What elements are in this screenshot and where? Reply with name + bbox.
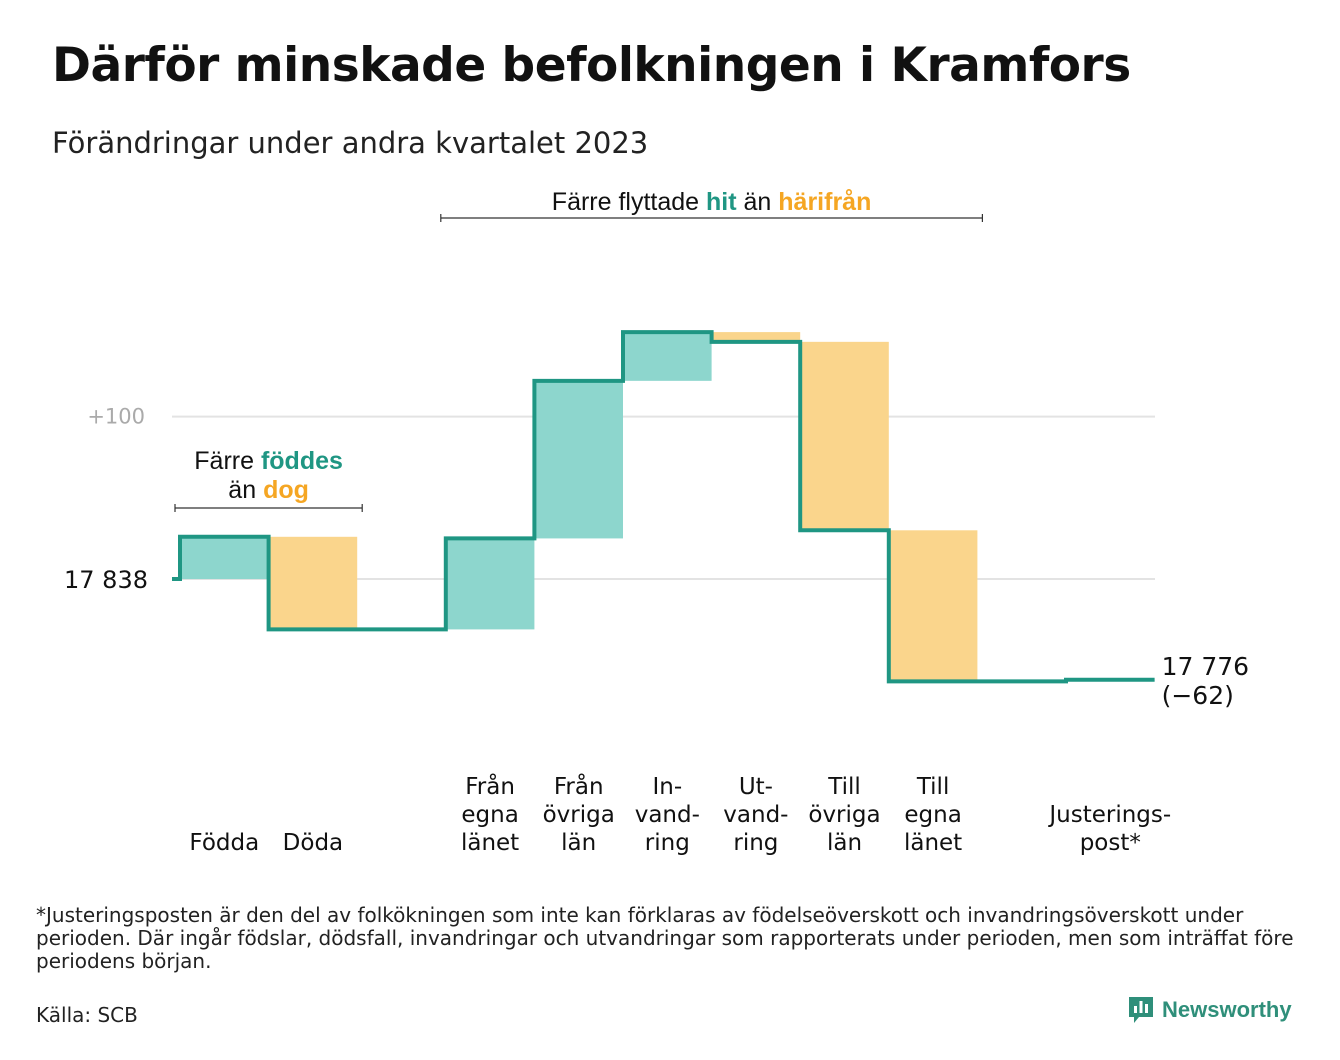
end-value-label: 17 776 [1162, 652, 1249, 681]
waterfall-bar [711, 332, 801, 342]
footnote: *Justeringsposten är den del av folkökni… [36, 903, 1294, 973]
annotation-text: Färre flyttade hit än härifrån [552, 188, 872, 216]
annotation-segment: föddes [261, 447, 343, 475]
ytick-label: +100 [87, 405, 145, 429]
category-label: post* [1080, 830, 1141, 856]
annotation-text: än dog [228, 476, 309, 504]
waterfall-bar [445, 538, 535, 630]
category-label: län [827, 830, 862, 856]
chart-title: Därför minskade befolkningen i Kramfors [52, 38, 1131, 93]
category-label: Från [465, 772, 515, 800]
category-label: övriga [543, 802, 615, 828]
category-label: egna [461, 802, 518, 828]
chart-subtitle: Förändringar under andra kvartalet 2023 [52, 126, 649, 160]
category-label: ring [733, 830, 778, 856]
annotation-segment: dog [263, 476, 309, 504]
waterfall-bar [888, 530, 978, 682]
category-label: Döda [283, 830, 343, 856]
category-label: Födda [189, 830, 259, 856]
category-label: Ut- [739, 774, 773, 800]
category-label: In- [652, 774, 682, 800]
running-total-line [172, 330, 1155, 684]
brand-logo[interactable]: Newsworthy [1128, 996, 1292, 1024]
brand-name: Newsworthy [1162, 997, 1292, 1022]
start-value-label: 17 838 [64, 566, 148, 594]
annotation-segment: Färre [194, 447, 261, 475]
waterfall-bar [268, 536, 358, 630]
waterfall-bar [800, 341, 889, 531]
annotation-segment: än [737, 188, 779, 216]
waterfall-bar [534, 380, 623, 539]
annotation-segment: Färre flyttade [552, 188, 706, 216]
category-label: vand- [635, 802, 700, 828]
waterfall-bar [623, 332, 712, 381]
category-label: Till [827, 774, 861, 800]
annotation-segment: än [228, 476, 263, 504]
category-label: länet [904, 830, 962, 856]
category-label: län [561, 830, 596, 856]
category-label: övriga [808, 802, 880, 828]
newsworthy-logo-icon [1129, 997, 1153, 1023]
category-label: länet [461, 830, 519, 856]
end-change-label: (−62) [1162, 681, 1234, 710]
annotation-segment: härifrån [778, 188, 871, 216]
category-label: Justerings- [1047, 802, 1171, 828]
category-label: Till [916, 774, 950, 800]
annotation-segment: hit [706, 188, 737, 216]
category-label: vand- [723, 802, 788, 828]
source-note: Källa: SCB [36, 1003, 138, 1027]
category-label: ring [645, 830, 690, 856]
waterfall-bar [180, 536, 269, 580]
annotation-text: Färre föddes [194, 447, 343, 475]
category-label: egna [904, 802, 961, 828]
category-label: Från [554, 772, 604, 800]
